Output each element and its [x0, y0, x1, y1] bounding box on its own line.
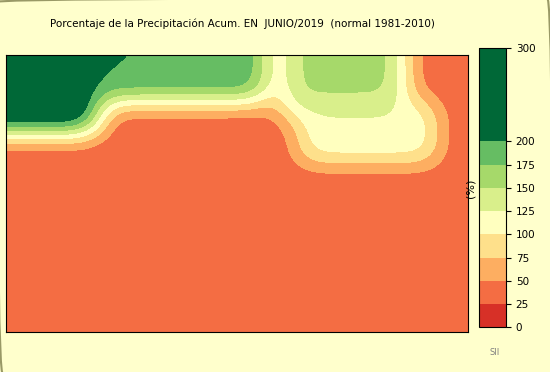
Y-axis label: (%): (%): [466, 178, 476, 198]
Text: Porcentaje de la Precipitación Acum. EN  JUNIO/2019  (normal 1981-2010): Porcentaje de la Precipitación Acum. EN …: [50, 19, 435, 29]
Text: SII: SII: [490, 348, 500, 357]
